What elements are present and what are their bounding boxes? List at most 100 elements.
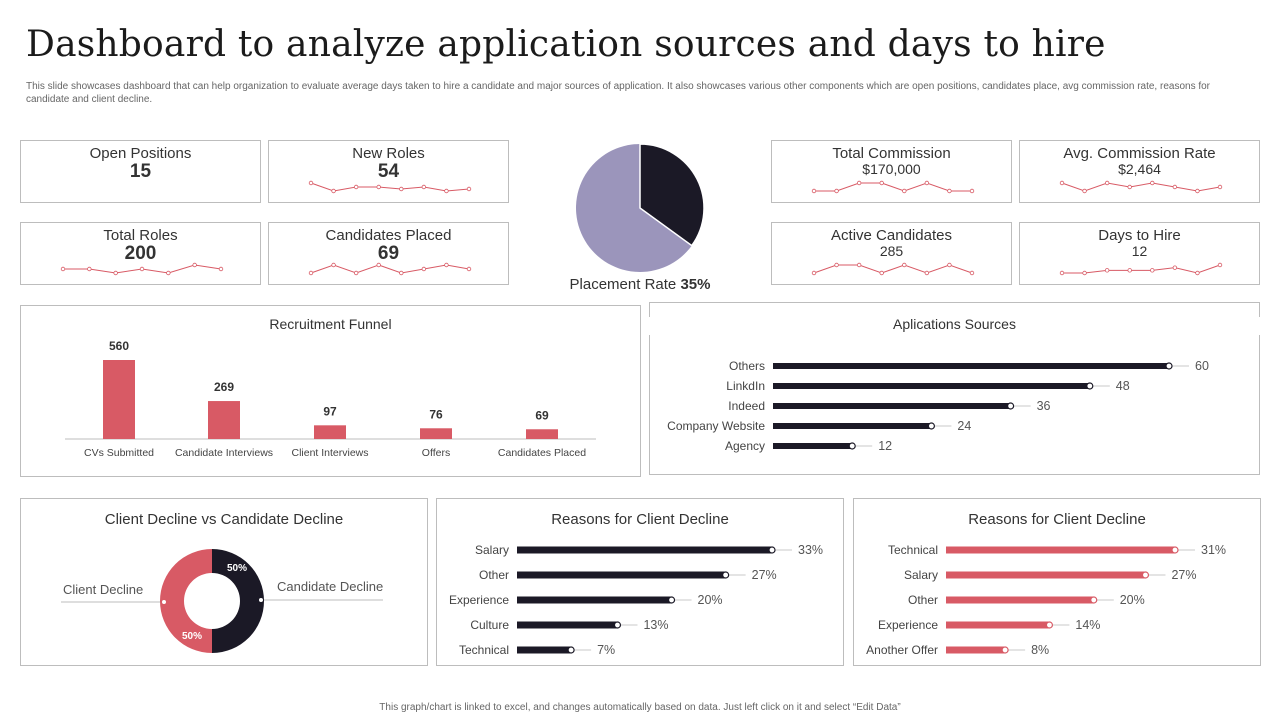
bar xyxy=(773,443,853,449)
bar xyxy=(946,646,1006,654)
sparkline-point xyxy=(192,262,197,268)
sparkline-point xyxy=(218,266,224,272)
sparkline-point xyxy=(1195,270,1200,276)
bar-end-marker xyxy=(722,571,730,579)
leader-dot-client xyxy=(161,599,167,605)
application-sources-chart: Others 60 LinkdIn 48 Indeed 36 Company Website… xyxy=(667,359,1209,453)
sparkline-point xyxy=(1127,184,1132,190)
donut-label-client: Client Decline xyxy=(63,582,143,597)
kpi-total-commission: Total Commission $170,000 xyxy=(771,140,1012,203)
bar-category-label: Experience xyxy=(878,618,938,632)
sparkline-point xyxy=(1104,180,1110,186)
kpi-new-roles: New Roles 54 xyxy=(268,140,509,203)
recruitment-funnel-panel: Recruitment Funnel 560 CVs Submitted 269 Ca… xyxy=(20,305,641,477)
sparkline xyxy=(1059,180,1223,194)
sparkline-point xyxy=(308,180,314,186)
sparkline-point xyxy=(1082,270,1087,276)
sparkline-line xyxy=(310,182,470,192)
bar-end-marker xyxy=(1001,646,1009,654)
bar-value-label: 27% xyxy=(1171,568,1196,582)
sparkline-point xyxy=(1059,270,1065,276)
kpi-label: Days to Hire xyxy=(1098,227,1181,244)
sparkline-point xyxy=(1195,188,1200,194)
page-subtitle: This slide showcases dashboard that can … xyxy=(26,81,1211,105)
bar xyxy=(773,363,1169,369)
decline-donut-chart: Client Decline Candidate Decline 50% 50% xyxy=(61,549,383,653)
sparkline-point xyxy=(969,188,975,194)
sparkline-point xyxy=(1104,268,1110,273)
funnel-category-label: CVs Submitted xyxy=(84,447,154,459)
bar-category-label: Others xyxy=(729,359,765,373)
sparkline-point xyxy=(113,270,118,276)
kpi-label: Candidates Placed xyxy=(325,227,452,244)
sparkline-point xyxy=(947,262,952,268)
funnel-bar xyxy=(526,429,558,439)
application-sources-panel: Aplications Sources Others 60 LinkdIn 48 Ind… xyxy=(649,302,1260,475)
funnel-value-label: 69 xyxy=(535,408,549,422)
bar-category-label: Salary xyxy=(475,543,509,557)
bar-value-label: 20% xyxy=(1120,593,1145,607)
sparkline-point xyxy=(399,270,404,276)
bar-value-label: 24 xyxy=(957,419,971,433)
bar-category-label: Technical xyxy=(459,643,509,657)
placement-rate-label: Placement Rate xyxy=(569,276,677,293)
client-decline-reasons-title-2: Reasons for Client Decline xyxy=(968,511,1146,528)
funnel-bar xyxy=(208,401,240,439)
sparkline-point xyxy=(308,270,314,276)
funnel-value-label: 560 xyxy=(109,339,129,353)
kpi-label: Avg. Commission Rate xyxy=(1063,145,1216,162)
bar xyxy=(517,596,672,604)
sparkline-point xyxy=(902,188,907,194)
bar xyxy=(517,621,618,629)
sparkline-point xyxy=(811,188,817,194)
client-decline-reasons-title-1: Reasons for Client Decline xyxy=(551,511,729,528)
bar-value-label: 12 xyxy=(878,439,892,453)
bar-category-label: Indeed xyxy=(728,399,765,413)
bar-category-label: Salary xyxy=(904,568,938,582)
sparkline-point xyxy=(879,270,884,276)
kpi-label: Active Candidates xyxy=(831,227,952,244)
bar xyxy=(773,423,932,429)
bar-end-marker xyxy=(567,646,575,654)
funnel-value-label: 97 xyxy=(323,404,337,418)
bar xyxy=(517,646,572,654)
sparkline-point xyxy=(87,266,92,272)
sparkline-point xyxy=(466,266,472,272)
sparkline-point xyxy=(166,270,171,276)
bar xyxy=(946,596,1094,604)
bar xyxy=(946,571,1146,579)
sparkline-line xyxy=(310,264,470,274)
client-decline-reasons-panel-2: Reasons for Client Decline Technical 31% S… xyxy=(853,498,1261,666)
page-title: Dashboard to analyze application sources… xyxy=(26,24,1106,65)
pie-slice-placed xyxy=(639,143,705,247)
placement-rate-value: 35% xyxy=(680,276,711,293)
sparkline-point xyxy=(353,184,359,190)
kpi-value: 12 xyxy=(1131,243,1148,259)
bar-category-label: Culture xyxy=(470,618,509,632)
bar-end-marker xyxy=(1165,362,1173,370)
sparkline-point xyxy=(139,266,145,272)
sparkline-point xyxy=(1217,184,1223,190)
kpi-days-to-hire: Days to Hire 12 xyxy=(1019,222,1260,285)
sparkline-point xyxy=(444,262,449,268)
client-decline-reasons-panel-1: Reasons for Client Decline Salary 33% Othe… xyxy=(436,498,844,666)
funnel-category-label: Client Interviews xyxy=(291,447,368,459)
sparkline-point xyxy=(969,270,975,276)
donut-label-candidate: Candidate Decline xyxy=(277,579,383,594)
kpi-open-positions: Open Positions 15 xyxy=(20,140,261,203)
bar-value-label: 31% xyxy=(1201,543,1226,557)
kpi-value: $170,000 xyxy=(862,161,921,177)
bar-value-label: 33% xyxy=(798,543,823,557)
sparkline-point xyxy=(834,262,839,268)
donut-slice-client-decline xyxy=(160,549,212,653)
bar-category-label: Other xyxy=(908,593,938,607)
sparkline-line xyxy=(1061,182,1221,192)
sparkline-point xyxy=(60,266,66,272)
sparkline-point xyxy=(376,184,381,190)
sparkline-point xyxy=(421,184,427,190)
funnel-category-label: Candidate Interviews xyxy=(175,447,273,459)
sparkline-point xyxy=(811,270,817,276)
sparkline xyxy=(308,262,472,276)
bar-category-label: Agency xyxy=(725,439,765,453)
sparkline-point xyxy=(924,270,930,276)
